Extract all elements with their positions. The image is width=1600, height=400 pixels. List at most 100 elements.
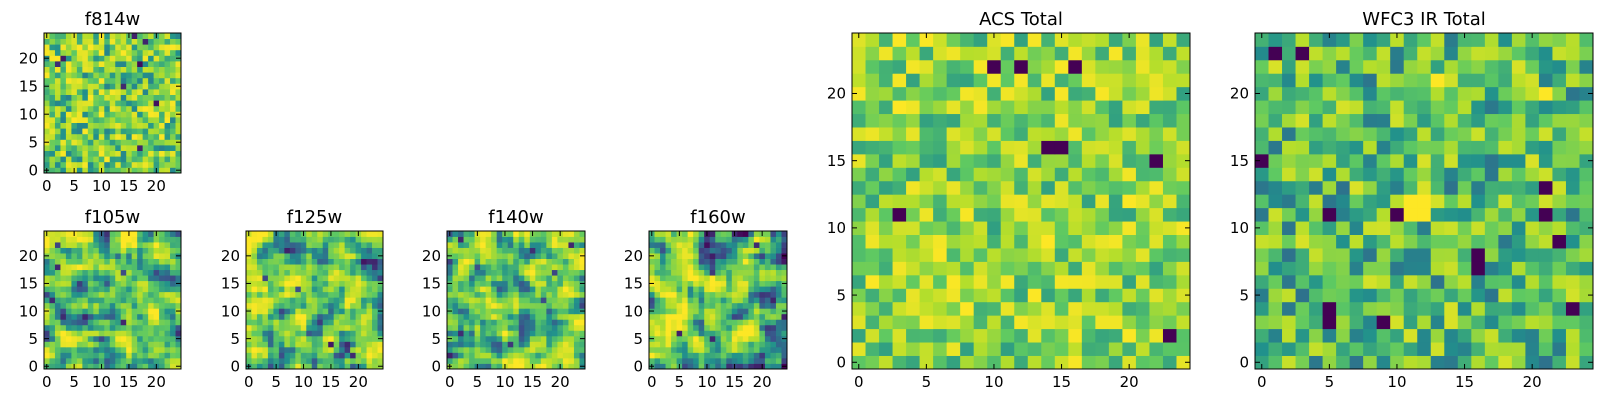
- heatmap-cell: [748, 341, 755, 348]
- heatmap-cell: [1417, 100, 1432, 115]
- heatmap-cell: [98, 61, 105, 67]
- heatmap-cell: [137, 66, 144, 73]
- heatmap-cell: [344, 324, 351, 331]
- heatmap-cell: [1162, 328, 1177, 343]
- heatmap-cell: [256, 324, 263, 331]
- heatmap-cell: [704, 357, 711, 364]
- heatmap-cell: [1149, 355, 1164, 370]
- heatmap-cell: [879, 167, 893, 182]
- heatmap-cell: [1430, 274, 1445, 289]
- heatmap-cell: [361, 231, 367, 237]
- heatmap-cell: [148, 236, 154, 243]
- heatmap-cell: [1579, 355, 1594, 370]
- heatmap-cell: [344, 231, 351, 237]
- heatmap-cell: [518, 346, 525, 353]
- heatmap-cell: [159, 33, 165, 39]
- heatmap-cell: [355, 253, 362, 259]
- heatmap-cell: [1336, 113, 1351, 128]
- heatmap-cell: [328, 308, 335, 315]
- heatmap-cell: [540, 302, 547, 309]
- heatmap-cell: [164, 258, 171, 265]
- heatmap-cell: [879, 73, 893, 88]
- heatmap-cell: [295, 275, 302, 282]
- heatmap-cell: [540, 346, 547, 353]
- heatmap-cell: [687, 231, 694, 237]
- heatmap-cell: [54, 275, 61, 282]
- heatmap-cell: [496, 335, 503, 342]
- heatmap-cell: [562, 302, 569, 309]
- heatmap-cell: [126, 302, 133, 309]
- heatmap-cell: [1417, 140, 1432, 155]
- heatmap-cell: [65, 105, 72, 112]
- heatmap-cell: [49, 297, 56, 304]
- heatmap-cell: [1511, 274, 1526, 289]
- heatmap-cell: [1041, 288, 1056, 303]
- heatmap-cell: [973, 234, 988, 249]
- heatmap-cell: [513, 363, 520, 370]
- heatmap-cell: [676, 357, 683, 364]
- heatmap-cell: [1457, 140, 1472, 155]
- heatmap-cell: [153, 341, 160, 348]
- heatmap-cell: [306, 346, 313, 353]
- heatmap-cell: [1081, 301, 1096, 316]
- heatmap-cell: [987, 100, 1002, 115]
- heatmap-cell: [764, 247, 771, 254]
- heatmap-cell: [1525, 207, 1540, 222]
- heatmap-cell: [251, 269, 258, 276]
- heatmap-cell: [322, 302, 329, 309]
- heatmap-cell: [109, 297, 116, 304]
- heatmap-cell: [1552, 46, 1567, 61]
- heatmap-cell: [1122, 100, 1137, 115]
- heatmap-cell: [1027, 113, 1042, 128]
- heatmap-cell: [573, 253, 580, 259]
- heatmap-cell: [44, 286, 50, 293]
- heatmap-cell: [1135, 167, 1150, 182]
- heatmap-cell: [524, 275, 531, 282]
- heatmap-cell: [1390, 221, 1405, 235]
- heatmap-cell: [60, 122, 67, 129]
- heatmap-cell: [1363, 127, 1378, 141]
- heatmap-cell: [137, 145, 144, 151]
- heatmap-cell: [300, 346, 307, 353]
- heatmap-cell: [469, 363, 475, 370]
- heatmap-cell: [71, 264, 78, 271]
- heatmap-cell: [551, 302, 558, 309]
- heatmap-cell: [1525, 180, 1540, 195]
- heatmap-cell: [654, 269, 661, 276]
- heatmap-cell: [919, 73, 934, 88]
- heatmap-cell: [1000, 194, 1015, 209]
- heatmap-cell: [1430, 59, 1445, 74]
- heatmap-cell: [524, 302, 531, 309]
- heatmap-cell: [573, 341, 580, 348]
- heatmap-cell: [153, 308, 160, 315]
- heatmap-cell: [1336, 140, 1351, 155]
- heatmap-cell: [1417, 288, 1432, 303]
- heatmap-cell: [709, 335, 716, 342]
- heatmap-cell: [557, 286, 564, 293]
- heatmap-cell: [311, 286, 318, 293]
- heatmap-cell: [131, 280, 138, 287]
- heatmap-cell: [474, 269, 481, 276]
- heatmap-cell: [660, 297, 666, 304]
- heatmap-cell: [1349, 113, 1364, 128]
- heatmap-cell: [491, 247, 498, 254]
- heatmap-cell: [159, 117, 165, 123]
- heatmap-cell: [665, 236, 672, 243]
- heatmap-cell: [709, 280, 716, 287]
- y-tick-label: 20: [827, 85, 846, 103]
- heatmap-cell: [328, 352, 335, 359]
- heatmap-cell: [775, 357, 782, 364]
- heatmap-cell: [159, 38, 165, 45]
- heatmap-cell: [518, 231, 525, 237]
- heatmap-cell: [720, 357, 727, 364]
- heatmap-cell: [1498, 180, 1513, 195]
- heatmap-cell: [142, 280, 149, 287]
- heatmap-cell: [137, 346, 144, 353]
- heatmap-cell: [333, 352, 340, 359]
- heatmap-cell: [1081, 73, 1096, 88]
- heatmap-cell: [159, 297, 165, 304]
- heatmap-cell: [1027, 59, 1042, 74]
- heatmap-cell: [742, 275, 749, 282]
- heatmap-cell: [333, 324, 340, 331]
- heatmap-cell: [54, 55, 61, 62]
